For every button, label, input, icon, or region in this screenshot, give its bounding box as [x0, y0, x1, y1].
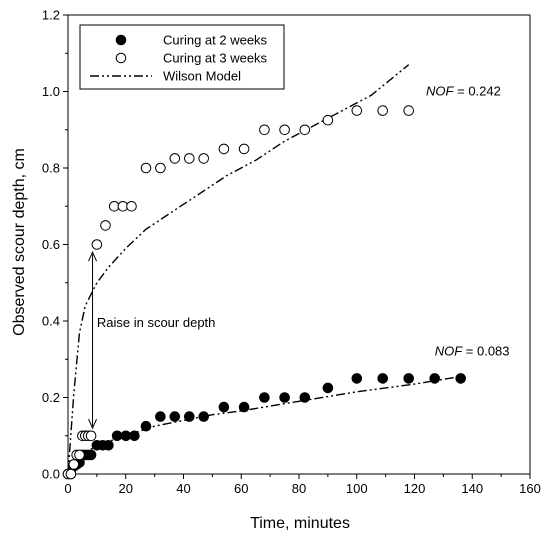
marker-2-weeks	[403, 373, 415, 384]
legend: Curing at 2 weeks Curing at 3 weeks Wilson…	[79, 24, 285, 90]
x-tick-label: 40	[176, 481, 190, 496]
marker-2-weeks	[198, 411, 209, 422]
wilson-model-curve	[67, 64, 410, 475]
marker-3-weeks	[85, 430, 97, 442]
marker-2-weeks	[129, 430, 140, 442]
marker-2-weeks	[103, 440, 114, 451]
marker-3-weeks	[91, 239, 103, 250]
data-markers	[62, 105, 467, 480]
marker-2-weeks	[184, 411, 195, 422]
x-tick-label: 60	[234, 481, 248, 496]
y-axis-title: Observed scour depth, cm	[11, 148, 28, 336]
x-tick-label: 80	[292, 481, 306, 496]
x-axis-title: Time, minutes	[250, 515, 350, 532]
y-tick-label: 0.4	[42, 314, 60, 329]
y-tick-label: 0.8	[42, 161, 60, 176]
marker-3-weeks	[140, 162, 152, 174]
legend-label: Curing at 3 weeks	[163, 51, 268, 66]
marker-2-weeks	[259, 392, 270, 403]
y-tick-label: 0.0	[42, 467, 60, 482]
marker-3-weeks	[198, 153, 209, 164]
marker-3-weeks	[279, 124, 290, 136]
marker-2-weeks	[155, 411, 166, 422]
marker-3-weeks	[68, 459, 80, 470]
annotation-nof-3wk: NOF = 0.242	[426, 84, 501, 99]
marker-3-weeks	[65, 468, 77, 480]
marker-3-weeks	[351, 105, 363, 116]
annotation-nof-2wk: NOF = 0.083	[435, 344, 510, 359]
marker-2-weeks	[238, 401, 250, 413]
y-tick-label: 0.6	[42, 237, 60, 252]
x-tick-label: 0	[64, 481, 71, 496]
x-tick-label: 120	[404, 481, 426, 496]
marker-3-weeks	[184, 153, 195, 164]
x-axis: 0 20 40 60 80 100 120 140 160	[64, 474, 541, 496]
annotations: NOF = 0.242 NOF = 0.083 Raise in scour dep…	[88, 84, 510, 430]
marker-2-weeks	[351, 373, 363, 384]
y-tick-label: 1.0	[42, 84, 60, 99]
marker-2-weeks	[111, 430, 123, 442]
raise-arrow-head-up	[88, 250, 98, 262]
marker-3-weeks	[403, 105, 415, 116]
marker-3-weeks	[155, 162, 166, 174]
marker-2-weeks	[218, 401, 230, 413]
y-axis: 0.0 0.2 0.4 0.6 0.8 1.0 1.2	[42, 8, 68, 482]
marker-2-weeks	[279, 392, 290, 403]
wilson-model-curve	[67, 375, 461, 475]
legend-marker-3-weeks	[115, 52, 127, 64]
marker-2-weeks	[85, 449, 97, 461]
marker-3-weeks	[322, 114, 334, 126]
marker-3-weeks	[74, 449, 85, 461]
x-tick-label: 20	[119, 481, 133, 496]
annotation-raise: Raise in scour depth	[97, 315, 216, 330]
y-tick-label: 0.2	[42, 390, 60, 405]
y-tick-label: 1.2	[42, 8, 60, 23]
marker-3-weeks	[108, 201, 120, 212]
marker-2-weeks	[299, 392, 311, 403]
x-tick-label: 160	[519, 481, 541, 496]
marker-3-weeks	[169, 153, 181, 164]
marker-3-weeks	[377, 105, 389, 116]
legend-label: Curing at 2 weeks	[163, 33, 268, 48]
marker-3-weeks	[238, 143, 250, 155]
marker-3-weeks	[126, 201, 137, 212]
marker-2-weeks	[377, 373, 389, 384]
x-tick-label: 140	[461, 481, 483, 496]
raise-arrow-head-down	[88, 418, 98, 430]
x-tick-label: 100	[346, 481, 368, 496]
wilson-model-curves	[67, 64, 461, 475]
marker-3-weeks	[299, 124, 311, 136]
legend-box	[79, 24, 285, 90]
marker-2-weeks	[455, 373, 467, 384]
marker-2-weeks	[140, 420, 152, 432]
legend-label: Wilson Model	[163, 69, 241, 84]
marker-2-weeks	[169, 411, 181, 422]
marker-2-weeks	[429, 373, 441, 384]
marker-3-weeks	[218, 143, 230, 155]
marker-3-weeks	[259, 124, 270, 136]
legend-marker-2-weeks	[115, 34, 127, 46]
marker-3-weeks	[100, 220, 111, 231]
marker-2-weeks	[322, 382, 334, 394]
